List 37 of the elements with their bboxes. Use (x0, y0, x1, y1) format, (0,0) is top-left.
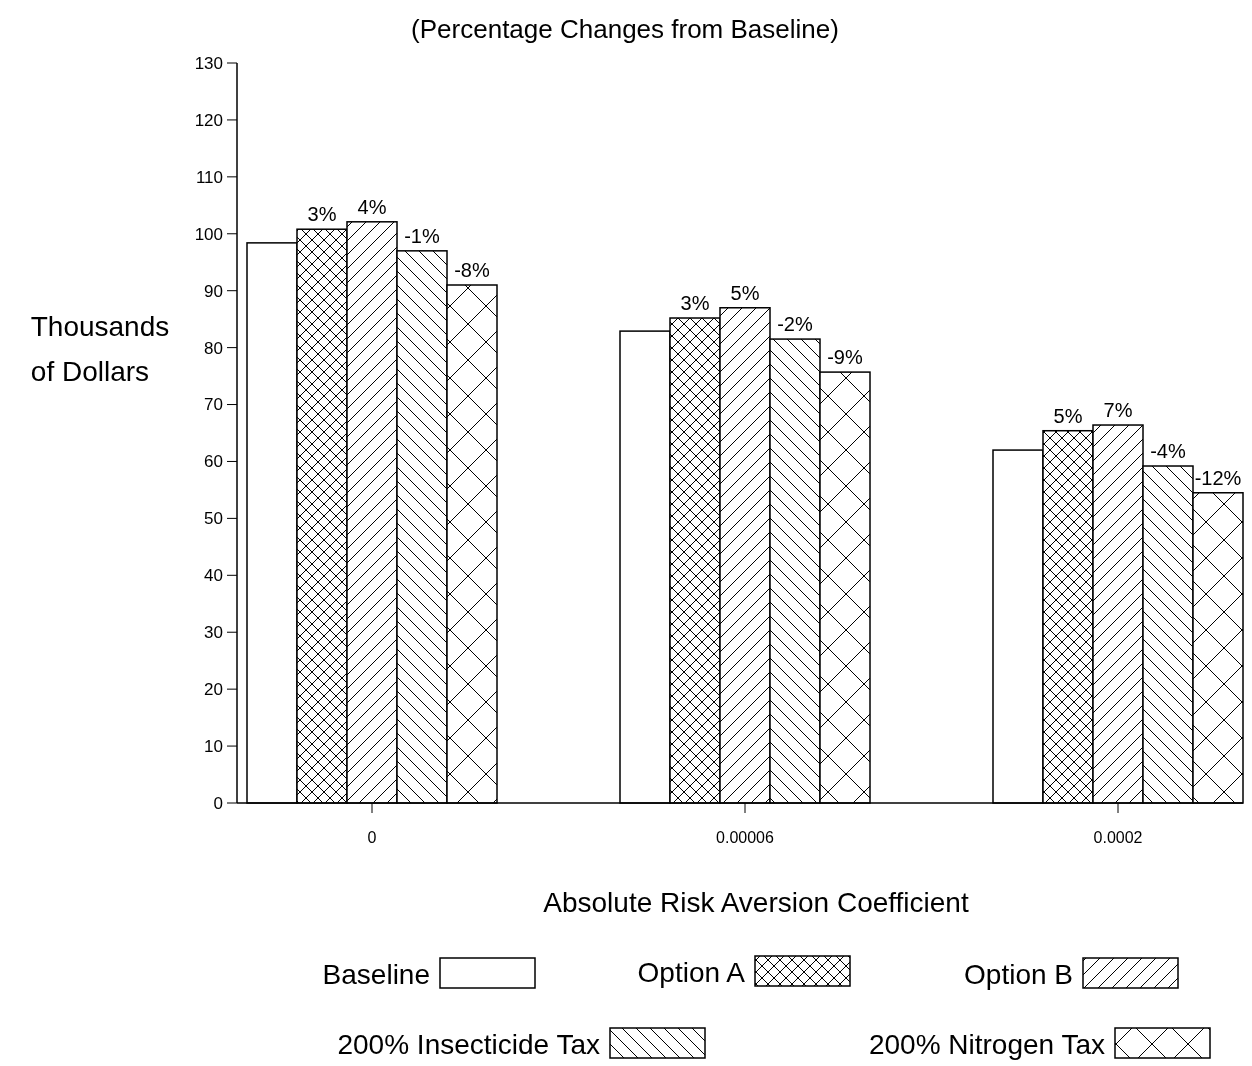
annotation: -12% (1194, 466, 1242, 489)
annotation: -2% (777, 313, 813, 336)
y-tick-label: 120 (194, 110, 223, 130)
legend-label: 200% Insecticide Tax (337, 1029, 600, 1060)
x-tick-label: 0.0002 (1093, 829, 1143, 846)
annotation: 4% (357, 195, 387, 218)
y-tick-label: 70 (204, 395, 223, 415)
annotation: -1% (404, 224, 440, 247)
y-tick-label: 100 (194, 224, 223, 244)
annotation: 5% (730, 281, 760, 304)
legend-label: Option B (964, 959, 1073, 990)
y-tick-label: 20 (204, 680, 223, 700)
legend-label: Baseline (322, 959, 430, 990)
y-tick-label: 130 (194, 53, 223, 73)
x-axis-title: Absolute Risk Aversion Coefficient (543, 887, 969, 918)
legend-label: Option A (637, 957, 746, 988)
y-tick-label: 30 (204, 623, 223, 643)
y-tick-label: 90 (204, 281, 223, 301)
annotation: 5% (1053, 404, 1083, 427)
annotation: 7% (1103, 399, 1133, 422)
x-tick-label: 0 (367, 829, 377, 846)
y-tick-label: 40 (204, 566, 223, 586)
y-tick-label: 110 (195, 167, 223, 187)
annotation: -9% (827, 346, 863, 369)
annotation: 3% (307, 203, 337, 226)
annotation: 3% (680, 292, 710, 315)
annotation: -4% (1150, 440, 1186, 463)
annotation: -8% (454, 259, 490, 281)
y-tick-label: 80 (204, 338, 223, 358)
y-tick-label: 10 (204, 737, 223, 757)
y-tick-label: 50 (204, 509, 223, 529)
y-tick-label: 60 (204, 452, 223, 472)
chart-title: (Percentage Changes from Baseline) (411, 14, 839, 44)
x-tick-label: 0.00006 (716, 829, 775, 846)
y-tick-label: 0 (213, 793, 223, 813)
legend-label: 200% Nitrogen Tax (868, 1029, 1105, 1060)
y-axis-title: Thousands of Dollars (30, 311, 170, 387)
